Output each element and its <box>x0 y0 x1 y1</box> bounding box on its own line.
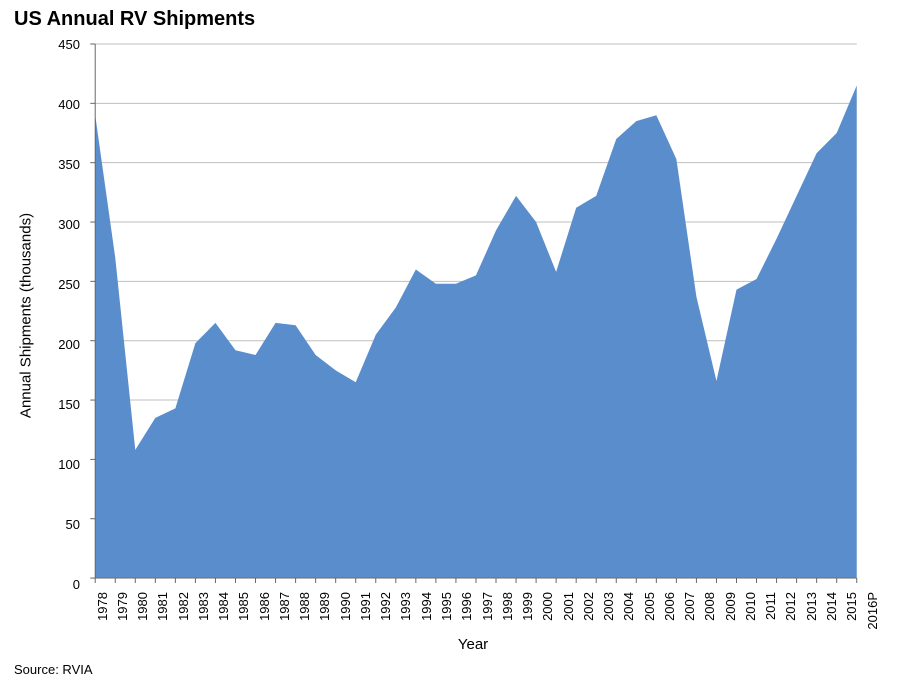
x-tick-label: 1984 <box>216 592 231 632</box>
x-tick-label: 2016P <box>865 592 880 632</box>
y-tick-label: 150 <box>40 397 80 412</box>
x-tick-label: 1978 <box>95 592 110 632</box>
x-tick-label: 1987 <box>277 592 292 632</box>
x-tick-label: 1991 <box>358 592 373 632</box>
y-axis-title: Annual Shipments (thousands) <box>17 45 34 585</box>
x-tick-label: 1981 <box>155 592 170 632</box>
x-tick-label: 2005 <box>642 592 657 632</box>
x-tick-label: 1980 <box>135 592 150 632</box>
x-tick-label: 2010 <box>743 592 758 632</box>
y-tick-label: 100 <box>40 457 80 472</box>
x-tick-label: 1988 <box>297 592 312 632</box>
x-tick-label: 1990 <box>338 592 353 632</box>
x-tick-label: 1994 <box>419 592 434 632</box>
x-tick-label: 1995 <box>439 592 454 632</box>
x-tick-label: 2009 <box>723 592 738 632</box>
x-tick-label: 1996 <box>459 592 474 632</box>
y-tick-label: 450 <box>40 37 80 52</box>
x-axis-title: Year <box>88 636 858 653</box>
x-tick-label: 2000 <box>540 592 555 632</box>
x-tick-label: 1979 <box>115 592 130 632</box>
x-tick-label: 1985 <box>236 592 251 632</box>
x-tick-label: 2011 <box>763 592 778 632</box>
x-tick-label: 1992 <box>378 592 393 632</box>
x-tick-label: 2013 <box>804 592 819 632</box>
chart-title: US Annual RV Shipments <box>14 8 255 31</box>
x-tick-label: 2006 <box>662 592 677 632</box>
y-tick-label: 300 <box>40 217 80 232</box>
y-tick-label: 50 <box>40 517 80 532</box>
x-tick-label: 1993 <box>398 592 413 632</box>
x-tick-label: 2008 <box>702 592 717 632</box>
x-tick-label: 1986 <box>257 592 272 632</box>
x-tick-label: 1989 <box>317 592 332 632</box>
chart-plot-area <box>88 44 858 584</box>
x-tick-label: 2014 <box>824 592 839 632</box>
y-tick-label: 250 <box>40 277 80 292</box>
source-text: Source: RVIA <box>14 662 93 677</box>
x-tick-label: 2003 <box>601 592 616 632</box>
x-tick-label: 1983 <box>196 592 211 632</box>
area-chart-svg <box>88 44 858 584</box>
x-tick-label: 2015 <box>844 592 859 632</box>
y-tick-label: 200 <box>40 337 80 352</box>
area-fill <box>95 86 857 579</box>
x-tick-label: 1997 <box>480 592 495 632</box>
x-tick-label: 2007 <box>682 592 697 632</box>
x-tick-label: 1999 <box>520 592 535 632</box>
x-tick-label: 1982 <box>176 592 191 632</box>
chart-container: US Annual RV Shipments Annual Shipments … <box>0 0 900 700</box>
x-tick-label: 2012 <box>783 592 798 632</box>
y-tick-label: 0 <box>40 577 80 592</box>
x-tick-label: 2001 <box>561 592 576 632</box>
x-tick-label: 2004 <box>621 592 636 632</box>
x-tick-label: 2002 <box>581 592 596 632</box>
y-tick-label: 350 <box>40 157 80 172</box>
y-tick-label: 400 <box>40 97 80 112</box>
x-tick-label: 1998 <box>500 592 515 632</box>
